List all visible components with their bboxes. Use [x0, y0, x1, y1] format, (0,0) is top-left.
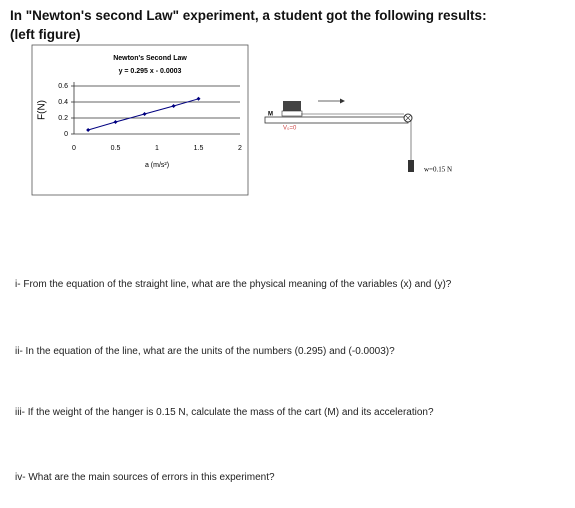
chart-subtitle: y = 0.295 x - 0.0003: [119, 68, 182, 75]
y-tick-label: 0.4: [58, 99, 68, 106]
question: iv- What are the main sources of errors …: [15, 472, 275, 483]
header-title: In "Newton's second Law" experiment, a s…: [10, 8, 487, 23]
hanger: [408, 160, 414, 172]
y-axis-label: F(N): [37, 100, 48, 120]
data-point: [142, 112, 147, 116]
arrow-head: [340, 98, 345, 104]
y-tick-label: 0.6: [58, 83, 68, 90]
x-tick-label: 2: [238, 145, 242, 152]
x-tick-label: 0: [72, 145, 76, 152]
initial-velocity: V₀=0: [283, 126, 297, 132]
data-point: [86, 128, 91, 132]
header-subtitle: (left figure): [10, 27, 81, 42]
chart-title: Newton's Second Law: [113, 55, 187, 62]
data-point: [113, 120, 118, 124]
question: iii- If the weight of the hanger is 0.15…: [15, 407, 434, 418]
x-tick-label: 0.5: [111, 145, 121, 152]
cart: [283, 101, 301, 111]
chart-frame: [31, 44, 249, 196]
data-point: [196, 96, 201, 101]
y-tick-label: 0.2: [58, 115, 68, 122]
x-tick-label: 1: [155, 145, 159, 152]
x-tick-label: 1.5: [194, 145, 204, 152]
table: [264, 116, 409, 124]
plot: 0 0.2 0.4 0.6 0 0.5 1 1.5 2: [58, 82, 242, 152]
weight-label: w=0.15 N: [424, 166, 452, 174]
data-point: [171, 104, 176, 108]
question: i- From the equation of the straight lin…: [15, 279, 452, 290]
pulley-mark: [404, 114, 412, 122]
cart-base: [281, 110, 303, 117]
x-axis-label: a (m/s²): [145, 162, 169, 169]
y-tick-label: 0: [64, 131, 68, 138]
question: ii- In the equation of the line, what ar…: [15, 346, 395, 357]
cart-label: M: [268, 112, 273, 118]
